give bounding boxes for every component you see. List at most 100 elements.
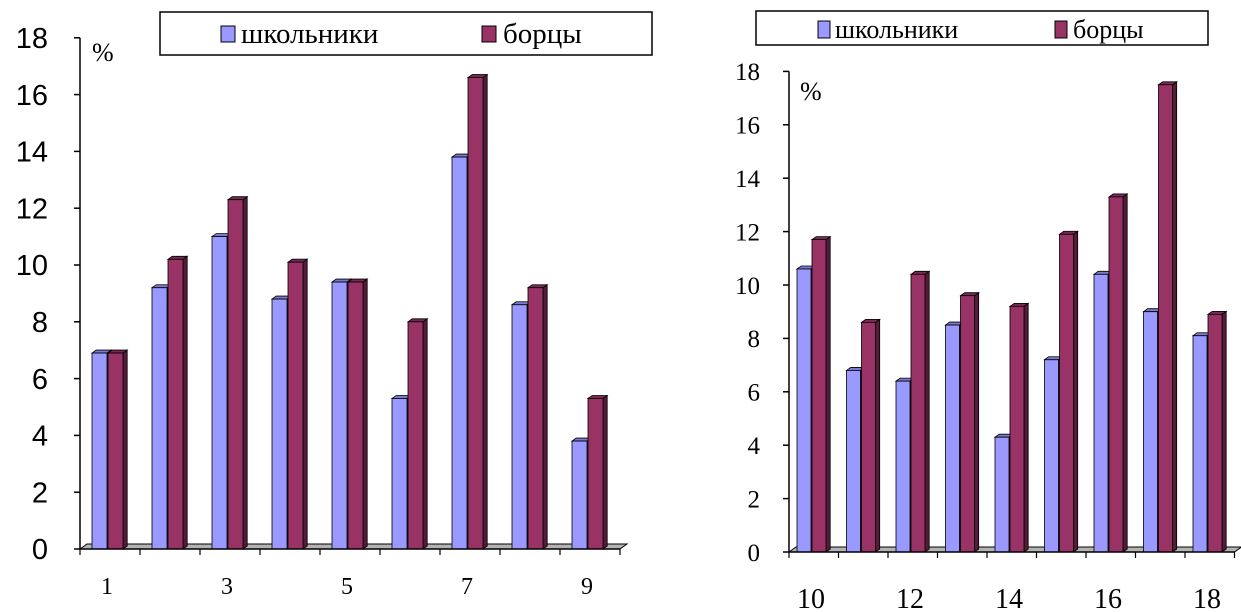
bar-side (242, 195, 248, 550)
bar-front (331, 281, 348, 550)
bar (1008, 302, 1030, 553)
legend-swatch-series-1 (817, 20, 831, 39)
y-tick-label: 2 (748, 486, 761, 513)
bars (90, 73, 609, 550)
bar (166, 255, 189, 550)
x-tick-label: 12 (896, 584, 924, 612)
bar-front (587, 398, 604, 550)
bar (526, 283, 549, 550)
bar (1157, 80, 1178, 553)
bar-side (302, 258, 308, 550)
bar-front (796, 268, 812, 553)
bar-front (467, 77, 484, 550)
chart-left: школьники борцы % 0 2 4 6 8 10 12 14 16 18 1 3 5 7 9 (16, 11, 653, 600)
y-tick-label: 14 (735, 166, 761, 193)
bar-front (211, 236, 228, 550)
bar (586, 394, 609, 550)
bar-front (1093, 273, 1109, 553)
bar (286, 258, 309, 550)
y-tick-label: 8 (32, 307, 48, 339)
bar-front (451, 156, 468, 550)
x-tick-label: 18 (1193, 584, 1221, 612)
bar-front (1143, 311, 1158, 553)
bar (406, 318, 429, 550)
unit-label: % (92, 38, 114, 67)
x-tick-label: 16 (1094, 584, 1122, 612)
bar (810, 235, 832, 553)
bar-front (994, 436, 1010, 553)
bar (860, 318, 881, 553)
y-tick-label: 14 (16, 137, 48, 169)
bar-front (91, 352, 108, 550)
x-tick-label: 3 (221, 574, 233, 600)
bar (226, 195, 249, 550)
legend-box (159, 11, 653, 56)
y-tick-label: 10 (735, 273, 760, 300)
y-tick-label: 16 (16, 80, 48, 112)
bar-front (527, 287, 544, 550)
bar-side (362, 278, 368, 550)
bar (909, 270, 931, 553)
bar (466, 73, 489, 550)
y-tick-label: 6 (748, 380, 761, 407)
bar-front (347, 281, 364, 550)
bar-front (960, 295, 975, 553)
y-tick-label: 0 (32, 534, 48, 566)
legend: школьники борцы (755, 10, 1209, 46)
legend-swatch-series-1 (220, 25, 236, 43)
bar-side (924, 270, 930, 553)
bar-front (167, 258, 184, 550)
bar-front (227, 199, 244, 550)
legend-label-series-1: школьники (835, 15, 958, 44)
bar-front (287, 261, 304, 550)
y-tick-label: 12 (16, 193, 48, 225)
bar-front (1009, 305, 1025, 553)
x-tick-label: 14 (995, 584, 1023, 612)
legend-swatch-series-2 (481, 25, 497, 43)
y-tick-label: 10 (16, 250, 48, 282)
unit-label: % (800, 77, 822, 106)
bar (1206, 310, 1228, 553)
bar-side (974, 291, 980, 553)
y-tick-label: 6 (32, 364, 48, 396)
x-axis: 1 3 5 7 9 (79, 548, 621, 600)
bar-side (422, 318, 428, 550)
x-tick-label: 10 (797, 584, 825, 612)
bar-side (122, 349, 128, 550)
bar-side (1221, 310, 1227, 553)
y-tick-label: 8 (748, 326, 761, 353)
y-tick-label: 18 (735, 59, 760, 86)
bar-front (151, 287, 168, 550)
x-tick-label: 5 (341, 574, 353, 600)
y-tick-label: 2 (32, 477, 48, 509)
chart-right: школьники борцы % 0 2 4 6 8 10 12 14 16 18 10 12 14… (735, 10, 1241, 612)
bar (346, 278, 369, 550)
bar-front (945, 324, 960, 553)
bar (106, 349, 129, 550)
bar-front (910, 273, 926, 553)
y-tick-label: 4 (32, 421, 48, 453)
legend-swatch-series-2 (1054, 20, 1068, 39)
y-tick-label: 12 (735, 219, 760, 246)
y-tick-label: 16 (735, 113, 760, 140)
bar-side (875, 318, 881, 553)
bar-front (571, 440, 588, 550)
bar-front (1059, 233, 1074, 553)
bar-front (271, 298, 288, 550)
y-tick-label: 18 (16, 23, 48, 55)
legend: школьники борцы (159, 11, 653, 56)
bar-side (182, 255, 188, 550)
bars (795, 80, 1228, 553)
y-axis: 0 2 4 6 8 10 12 14 16 18 (16, 23, 81, 566)
x-axis: 10 12 14 16 18 (788, 551, 1236, 612)
x-tick-label: 9 (581, 574, 593, 600)
bar-front (1158, 84, 1173, 553)
bar-front (511, 304, 528, 550)
legend-box (755, 10, 1209, 46)
bar-side (1172, 80, 1178, 553)
bar-front (861, 321, 876, 553)
bar-side (825, 235, 831, 553)
bar (1058, 230, 1079, 553)
legend-label-series-2: борцы (503, 18, 582, 50)
